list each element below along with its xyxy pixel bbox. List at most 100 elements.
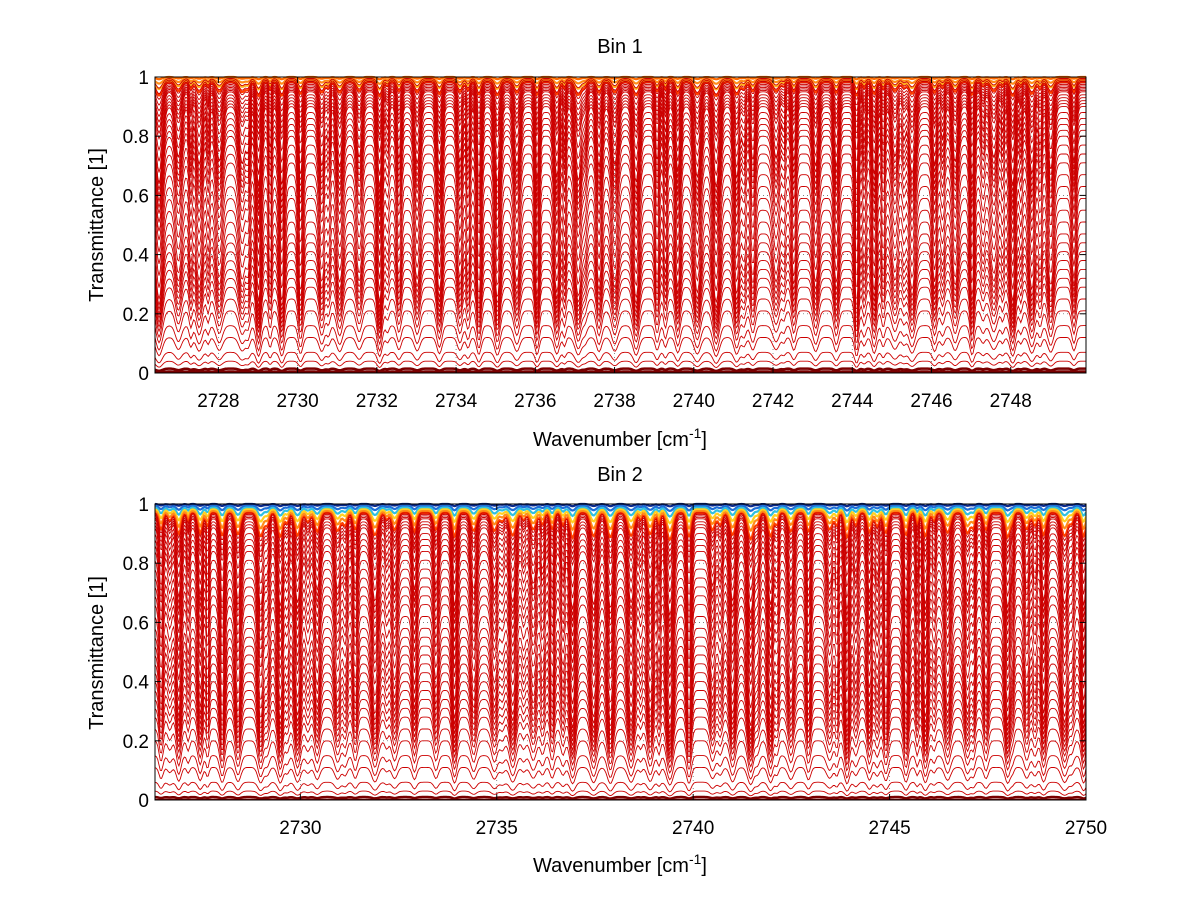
series-line	[155, 162, 1086, 244]
series-line	[155, 636, 1086, 720]
y-tick-label: 1	[138, 495, 149, 516]
series-line	[155, 117, 1086, 200]
series-line	[155, 516, 1086, 564]
series-group	[155, 75, 1086, 373]
series-line	[155, 707, 1086, 760]
chart-panel-bin-1: Bin 1 Transmittance [1] Wavenumber [cm-1…	[86, 36, 1087, 451]
series-line	[155, 83, 1086, 114]
series-line	[155, 325, 1086, 353]
series-line	[155, 123, 1086, 206]
series-line	[155, 690, 1086, 752]
series-line	[155, 595, 1086, 678]
series-line	[155, 174, 1086, 256]
series-line	[155, 755, 1086, 781]
series-line	[155, 645, 1086, 729]
series-line	[155, 521, 1086, 582]
series-line	[155, 781, 1086, 793]
series-line	[155, 524, 1086, 593]
y-tick-label: 0.2	[123, 305, 149, 326]
series-line	[155, 616, 1086, 699]
series-line	[155, 533, 1086, 616]
x-tick-label: 2732	[356, 391, 398, 412]
series-line	[155, 277, 1086, 331]
y-tick-label: 0.6	[123, 613, 149, 634]
series-line	[155, 513, 1086, 553]
series-line	[155, 627, 1086, 711]
series-line	[155, 233, 1086, 309]
series-line	[155, 91, 1086, 143]
series-line	[155, 268, 1086, 327]
series-line	[155, 508, 1086, 525]
series-line	[155, 509, 1086, 533]
x-tick-label: 2730	[279, 818, 321, 839]
y-tick-label: 0.8	[123, 554, 149, 575]
plot-frame	[154, 503, 1087, 801]
chart-title: Bin 2	[597, 464, 643, 486]
series-line	[155, 367, 1086, 373]
series-line	[155, 544, 1086, 628]
series-line	[155, 209, 1086, 292]
chart-title: Bin 1	[597, 36, 643, 58]
series-line	[155, 539, 1086, 622]
series-line	[155, 310, 1086, 346]
series-line	[155, 153, 1086, 235]
series-line	[155, 740, 1086, 774]
x-tick-label: 2734	[435, 391, 478, 412]
series-line	[155, 94, 1086, 154]
series-line	[155, 681, 1086, 747]
x-tick-label: 2748	[990, 391, 1032, 412]
y-tick-label: 0.4	[123, 246, 150, 267]
series-line	[155, 260, 1086, 323]
x-tick-label: 2735	[476, 818, 518, 839]
chart-panel-bin-2: Bin 2 Transmittance [1] Wavenumber [cm-1…	[86, 464, 1107, 877]
x-tick-label: 2738	[593, 391, 635, 412]
y-axis-label: Transmittance [1]	[86, 148, 108, 302]
series-line	[155, 298, 1086, 340]
series-line	[155, 515, 1086, 558]
series-line	[155, 351, 1086, 365]
series-line	[155, 663, 1086, 738]
series-line	[155, 242, 1086, 313]
series-line	[155, 672, 1086, 742]
x-tick-label: 2744	[831, 391, 874, 412]
y-tick-label: 0.8	[123, 127, 149, 148]
series-group	[155, 502, 1086, 800]
series-line	[155, 604, 1086, 687]
x-tick-label: 2730	[276, 391, 318, 412]
series-line	[155, 106, 1086, 188]
series-line	[155, 80, 1086, 102]
x-tick-label: 2740	[673, 391, 715, 412]
y-axis-label: Transmittance [1]	[86, 576, 108, 730]
x-tick-label: 2746	[910, 391, 952, 412]
y-tick-label: 0	[138, 791, 149, 812]
series-line	[155, 79, 1086, 96]
x-tick-label: 2736	[514, 391, 556, 412]
series-line	[155, 506, 1086, 518]
series-line	[155, 728, 1086, 769]
series-line	[155, 512, 1086, 546]
series-line	[155, 577, 1086, 660]
x-axis-label: Wavenumber [cm-1]	[533, 425, 707, 451]
x-tick-label: 2740	[672, 818, 714, 839]
y-tick-label: 0.4	[123, 673, 150, 694]
series-line	[155, 186, 1086, 268]
series-line	[155, 82, 1086, 108]
series-line	[155, 518, 1086, 570]
series-line	[155, 197, 1086, 280]
series-line	[155, 550, 1086, 634]
series-line	[155, 135, 1086, 218]
y-tick-label: 1	[138, 68, 149, 89]
x-tick-label: 2750	[1065, 818, 1107, 839]
y-tick-label: 0	[138, 364, 149, 385]
x-axis-label: Wavenumber [cm-1]	[533, 851, 707, 877]
series-line	[155, 360, 1086, 369]
series-line	[155, 698, 1086, 756]
series-line	[155, 586, 1086, 669]
series-line	[155, 504, 1086, 513]
series-line	[155, 527, 1086, 604]
series-line	[155, 795, 1086, 800]
series-line	[155, 144, 1086, 226]
y-tick-label: 0.2	[123, 732, 149, 753]
series-line	[155, 559, 1086, 643]
